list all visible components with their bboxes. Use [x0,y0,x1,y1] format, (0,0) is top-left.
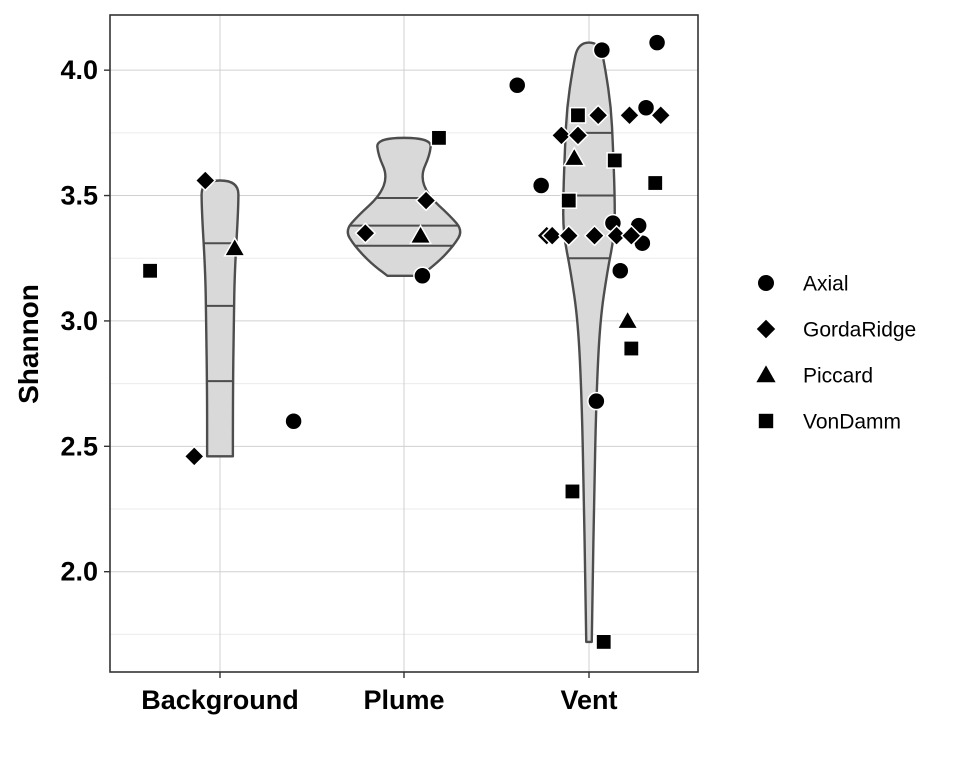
point-vondamm [606,152,624,169]
x-tick-label: Plume [363,685,444,715]
point-gordaridge [649,104,672,127]
legend: Axial GordaRidge Piccard VonDamm [756,273,916,434]
point-axial [647,33,667,52]
point-vondamm [646,174,664,192]
y-tick-label: 2.5 [60,431,98,461]
point-axial [284,411,303,431]
point-axial [413,266,432,286]
point-gordaridge [618,104,641,127]
point-vondamm [560,192,578,209]
y-tick-label: 3.0 [60,306,98,336]
violin-background [200,179,240,458]
point-gordaridge [550,124,573,147]
legend-label: Axial [803,273,849,296]
point-piccard [223,236,247,257]
legend-label: VonDamm [803,411,901,434]
point-gordaridge [354,222,377,244]
point-gordaridge [620,224,643,247]
point-axial [531,176,551,195]
legend-label: GordaRidge [803,319,916,342]
point-piccard [409,223,433,245]
point-axial [592,40,612,60]
y-axis-title: Shannon [13,284,44,404]
point-gordaridge [415,189,437,212]
point-axial [611,261,630,281]
y-tick-label: 2.0 [60,557,98,587]
x-tick-labels: Background Plume Vent [141,672,618,715]
legend-item-gordaridge: GordaRidge [756,319,916,342]
point-vondamm [595,633,613,651]
square-icon [758,413,774,429]
point-gordaridge [194,169,217,192]
point-vondamm [430,129,448,147]
x-tick-label: Background [141,685,299,715]
triangle-icon [756,365,776,383]
violin-plume [346,136,462,277]
point-vondamm [622,340,640,357]
point-gordaridge [605,224,628,247]
legend-label: Piccard [803,365,873,388]
point-axial [507,75,527,95]
point-gordaridge [587,104,610,127]
point-gordaridge [183,445,206,468]
point-piccard [562,146,586,167]
point-gordaridge [541,224,564,247]
point-vondamm [141,262,159,280]
point-piccard [616,309,640,330]
point-vondamm [569,106,587,124]
point-gordaridge [557,224,580,247]
point-axial [587,391,606,411]
circle-icon [758,275,774,291]
legend-item-piccard: Piccard [756,365,873,388]
diamond-icon [756,319,776,339]
legend-item-axial: Axial [758,273,849,296]
legend-item-vondamm: VonDamm [758,411,901,434]
x-tick-label: Vent [560,685,617,715]
point-gordaridge [567,124,589,147]
y-tick-label: 3.5 [60,181,98,211]
y-tick-labels: 2.0 2.5 3.0 3.5 4.0 [60,55,110,587]
point-vondamm [564,483,581,500]
data-points [141,33,672,651]
point-gordaridge [583,224,606,247]
point-axial [636,98,656,118]
y-tick-label: 4.0 [60,55,98,85]
